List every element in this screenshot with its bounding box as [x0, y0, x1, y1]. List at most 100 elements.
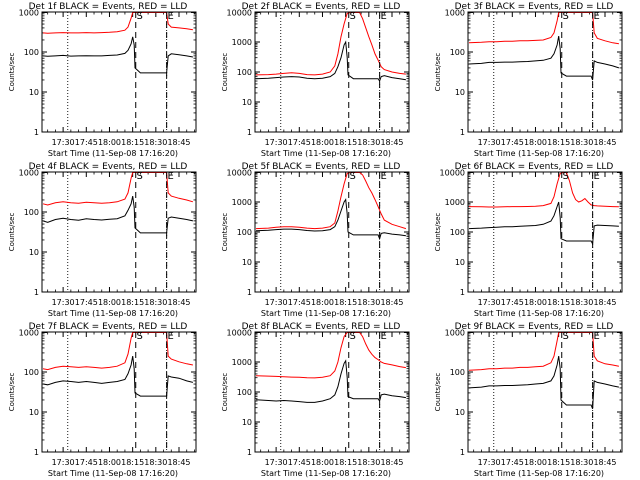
x-axis-label: Start Time (11-Sep-08 17:16:20): [48, 309, 178, 318]
y-tick-label: 1000: [19, 169, 39, 178]
y-tick-label: 1000: [19, 329, 39, 338]
panel-8: Det 8f BLACK = Events, RED = LLD Counts/s…: [221, 322, 410, 478]
marker-label-s: S: [350, 11, 356, 22]
x-tick-label: 18:00: [311, 298, 334, 307]
x-tick-label: 18:15: [121, 458, 144, 467]
x-tick-label: 17:45: [288, 458, 311, 467]
x-tick-label: 18:15: [334, 458, 357, 467]
y-axis-label: Counts/sec: [8, 53, 16, 92]
x-tick-label: 18:30: [357, 138, 380, 147]
y-tick-label: 100: [237, 228, 252, 237]
x-tick-label: 18:30: [144, 138, 167, 147]
marker-label-e: E: [593, 171, 599, 182]
x-tick-label: 18:45: [593, 458, 616, 467]
series-line-lld: [468, 332, 619, 371]
x-tick-label: 17:45: [501, 458, 524, 467]
x-tick-label: 18:00: [524, 298, 547, 307]
x-tick-label: 18:45: [380, 298, 403, 307]
panel-title: Det 3f BLACK = Events, RED = LLD: [455, 2, 614, 12]
series-line-events: [255, 198, 406, 241]
panel-title: Det 5f BLACK = Events, RED = LLD: [242, 162, 401, 172]
x-tick-label: 17:30: [265, 138, 288, 147]
y-axis-label: Counts/sec: [221, 213, 229, 252]
marker-label-s: S: [350, 331, 356, 342]
marker-label-e: E: [380, 331, 386, 342]
x-axis-label: Start Time (11-Sep-08 17:16:20): [474, 149, 604, 158]
panel-title: Det 2f BLACK = Events, RED = LLD: [242, 2, 401, 12]
x-tick-label: 18:15: [121, 298, 144, 307]
y-tick-label: 10000: [440, 169, 465, 178]
plot-frame: [467, 11, 623, 133]
y-axis-label: Counts/sec: [221, 373, 229, 412]
x-tick-label: 18:45: [593, 298, 616, 307]
plot-frame: [254, 11, 410, 133]
y-axis-label: Counts/sec: [434, 213, 442, 252]
x-tick-label: 18:30: [570, 298, 593, 307]
x-tick-label: 18:00: [98, 298, 121, 307]
y-tick-label: 10: [455, 408, 465, 417]
x-tick-label: 18:45: [380, 138, 403, 147]
x-tick-label: 18:45: [167, 458, 190, 467]
x-tick-label: 17:45: [75, 298, 98, 307]
x-tick-label: 18:15: [547, 458, 570, 467]
x-tick-label: 17:30: [265, 458, 288, 467]
x-tick-label: 18:30: [570, 458, 593, 467]
marker-label-e: E: [380, 171, 386, 182]
y-tick-label: 100: [237, 388, 252, 397]
y-tick-label: 10: [29, 248, 39, 257]
x-tick-label: 17:45: [75, 138, 98, 147]
panel-9: Det 9f BLACK = Events, RED = LLD Counts/s…: [434, 322, 623, 478]
y-tick-label: 1: [460, 448, 465, 457]
y-tick-label: 1000: [445, 329, 465, 338]
y-tick-label: 10000: [227, 169, 252, 178]
series-line-events: [42, 356, 194, 397]
panel-4: Det 4f BLACK = Events, RED = LLD Counts/s…: [8, 162, 197, 318]
x-tick-label: 17:30: [265, 298, 288, 307]
series-line-lld: [468, 12, 619, 45]
plot-frame: [254, 171, 410, 293]
panel-2: Det 2f BLACK = Events, RED = LLD Counts/s…: [221, 2, 410, 158]
y-tick-label: 1: [34, 128, 39, 137]
y-tick-label: 1: [34, 288, 39, 297]
x-axis-label: Start Time (11-Sep-08 17:16:20): [261, 469, 391, 478]
y-tick-label: 1: [247, 448, 252, 457]
panel-title: Det 1f BLACK = Events, RED = LLD: [29, 2, 188, 12]
x-tick-label: 18:15: [547, 298, 570, 307]
panel-7: Det 7f BLACK = Events, RED = LLD Counts/s…: [8, 322, 197, 478]
y-axis-label: Counts/sec: [8, 373, 16, 412]
marker-label-s: S: [563, 11, 569, 22]
x-tick-label: 17:30: [52, 458, 75, 467]
x-tick-label: 18:45: [167, 138, 190, 147]
plot-frame: [254, 331, 410, 453]
y-tick-label: 1: [247, 288, 252, 297]
y-tick-label: 10000: [227, 9, 252, 18]
marker-label-e: E: [167, 11, 173, 22]
marker-label-s: S: [563, 171, 569, 182]
series-line-lld: [42, 332, 193, 371]
marker-label-e: E: [593, 331, 599, 342]
marker-label-e: E: [167, 331, 173, 342]
x-tick-label: 18:00: [311, 458, 334, 467]
series-line-events: [255, 359, 406, 403]
x-axis-label: Start Time (11-Sep-08 17:16:20): [261, 309, 391, 318]
y-tick-label: 10: [29, 88, 39, 97]
y-axis-label: Counts/sec: [434, 373, 442, 412]
x-tick-label: 18:30: [357, 298, 380, 307]
marker-label-e: E: [380, 11, 386, 22]
y-axis-label: Counts/sec: [221, 53, 229, 92]
panel-6: Det 6f BLACK = Events, RED = LLD Counts/s…: [434, 162, 623, 318]
x-tick-label: 18:15: [334, 298, 357, 307]
x-tick-label: 18:00: [98, 138, 121, 147]
x-tick-label: 18:15: [334, 138, 357, 147]
y-tick-label: 1: [247, 128, 252, 137]
x-tick-label: 18:00: [311, 138, 334, 147]
y-tick-label: 100: [237, 68, 252, 77]
series-line-events: [468, 356, 619, 409]
marker-label-e: E: [167, 171, 173, 182]
x-tick-label: 18:00: [98, 458, 121, 467]
y-tick-label: 10000: [227, 329, 252, 338]
panel-3: Det 3f BLACK = Events, RED = LLD Counts/s…: [434, 2, 623, 158]
y-tick-label: 100: [24, 48, 39, 57]
x-axis-label: Start Time (11-Sep-08 17:16:20): [261, 149, 391, 158]
x-tick-label: 18:15: [121, 138, 144, 147]
